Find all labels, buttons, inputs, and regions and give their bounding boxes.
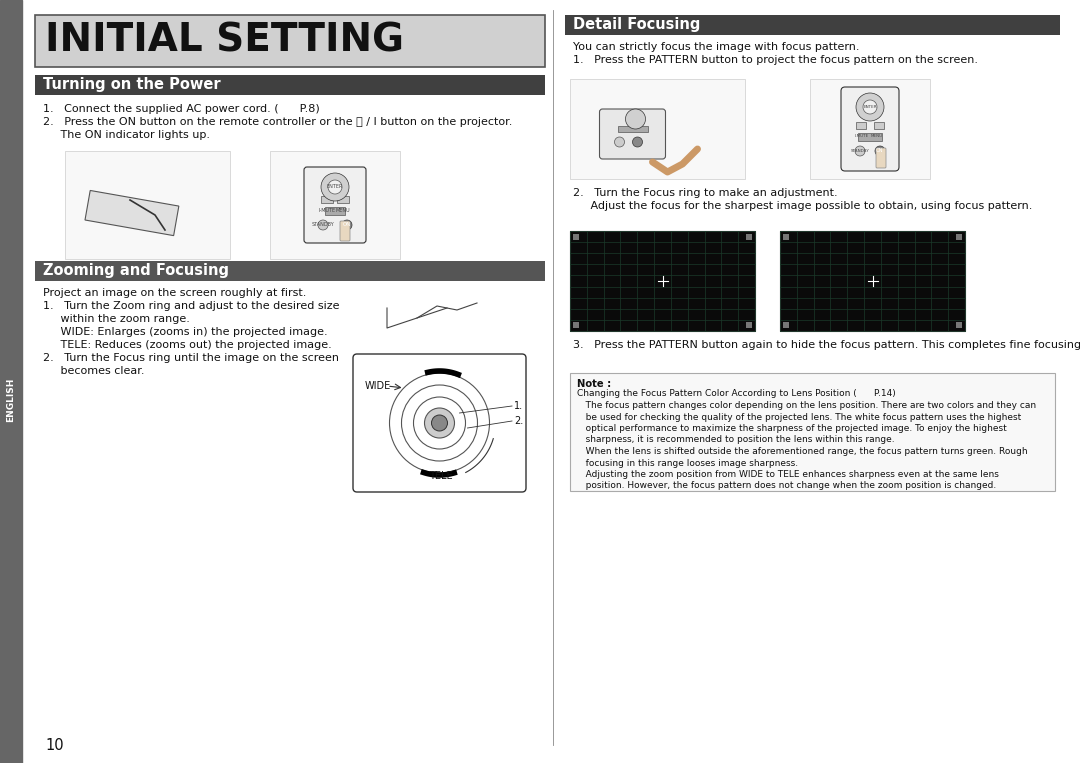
Text: I-MUTE: I-MUTE xyxy=(319,208,336,214)
Text: TELE: Reduces (zooms out) the projected image.: TELE: Reduces (zooms out) the projected … xyxy=(43,340,332,350)
Text: becomes clear.: becomes clear. xyxy=(43,366,145,376)
Text: The ON indicator lights up.: The ON indicator lights up. xyxy=(43,130,210,140)
Bar xyxy=(35,261,545,281)
Text: Adjusting the zoom position from WIDE to TELE enhances sharpness even at the sam: Adjusting the zoom position from WIDE to… xyxy=(577,470,999,479)
Bar xyxy=(858,133,882,141)
Text: 1.: 1. xyxy=(514,401,523,411)
Text: TELE: TELE xyxy=(430,471,454,481)
Text: sharpness, it is recommended to position the lens within this range.: sharpness, it is recommended to position… xyxy=(577,436,894,445)
Text: ENTER: ENTER xyxy=(863,105,877,109)
Bar xyxy=(810,79,930,179)
Text: Zooming and Focusing: Zooming and Focusing xyxy=(43,263,229,278)
Circle shape xyxy=(863,100,877,114)
Bar xyxy=(85,191,179,236)
Text: 1.   Connect the supplied AC power cord. (      P.8): 1. Connect the supplied AC power cord. (… xyxy=(43,104,320,114)
Bar xyxy=(325,207,345,215)
Bar xyxy=(783,234,789,240)
Bar xyxy=(746,322,752,328)
FancyBboxPatch shape xyxy=(353,354,526,492)
Text: Turning on the Power: Turning on the Power xyxy=(43,78,220,92)
Bar xyxy=(780,231,966,331)
Text: 2.: 2. xyxy=(514,416,523,426)
Text: When the lens is shifted outside the aforementioned range, the focus pattern tur: When the lens is shifted outside the afo… xyxy=(577,447,1028,456)
Bar xyxy=(573,234,579,240)
Bar xyxy=(570,231,755,331)
Bar xyxy=(618,126,648,132)
Text: Adjust the focus for the sharpest image possible to obtain, using focus pattern.: Adjust the focus for the sharpest image … xyxy=(573,201,1032,211)
Text: 2.   Press the ON button on the remote controller or the ⏻ / I button on the pro: 2. Press the ON button on the remote con… xyxy=(43,117,512,127)
Bar xyxy=(565,15,1059,35)
Circle shape xyxy=(432,415,447,431)
Text: 2.   Turn the Focus ring to make an adjustment.: 2. Turn the Focus ring to make an adjust… xyxy=(573,188,838,198)
Bar xyxy=(337,196,349,203)
Bar xyxy=(321,196,333,203)
Text: within the zoom range.: within the zoom range. xyxy=(43,314,190,324)
Bar xyxy=(573,322,579,328)
FancyBboxPatch shape xyxy=(841,87,899,171)
Circle shape xyxy=(318,220,328,230)
Text: Note :: Note : xyxy=(577,379,611,389)
Bar xyxy=(746,234,752,240)
Text: focusing in this range looses image sharpness.: focusing in this range looses image shar… xyxy=(577,459,798,468)
Text: ON: ON xyxy=(876,149,883,153)
Circle shape xyxy=(321,173,349,201)
Text: MENU: MENU xyxy=(336,208,350,214)
Text: STANDBY: STANDBY xyxy=(851,149,869,153)
Text: 2.   Turn the Focus ring until the image on the screen: 2. Turn the Focus ring until the image o… xyxy=(43,353,339,363)
Text: MENU: MENU xyxy=(870,134,883,138)
Text: 1.   Turn the Zoom ring and adjust to the desired size: 1. Turn the Zoom ring and adjust to the … xyxy=(43,301,339,311)
Text: The focus pattern changes color depending on the lens position. There are two co: The focus pattern changes color dependin… xyxy=(577,401,1036,410)
Circle shape xyxy=(424,408,455,438)
Bar xyxy=(35,75,545,95)
Bar xyxy=(570,373,1055,491)
Text: STANDBY: STANDBY xyxy=(312,223,335,227)
Circle shape xyxy=(855,146,865,156)
Text: Project an image on the screen roughly at first.: Project an image on the screen roughly a… xyxy=(43,288,307,298)
Text: 1.   Press the PATTERN button to project the focus pattern on the screen.: 1. Press the PATTERN button to project t… xyxy=(573,55,978,65)
Circle shape xyxy=(625,109,646,129)
Text: 10: 10 xyxy=(45,738,64,752)
Circle shape xyxy=(875,146,885,156)
FancyBboxPatch shape xyxy=(303,167,366,243)
Bar xyxy=(35,15,545,67)
Text: be used for checking the quality of the projected lens. The white focus pattern : be used for checking the quality of the … xyxy=(577,413,1022,421)
Text: You can strictly focus the image with focus pattern.: You can strictly focus the image with fo… xyxy=(573,42,860,52)
Circle shape xyxy=(615,137,624,147)
Bar xyxy=(783,322,789,328)
FancyBboxPatch shape xyxy=(599,109,665,159)
Text: ENGLISH: ENGLISH xyxy=(6,378,15,422)
FancyBboxPatch shape xyxy=(340,221,350,241)
Bar xyxy=(856,122,866,129)
Text: position. However, the focus pattern does not change when the zoom position is c: position. However, the focus pattern doe… xyxy=(577,481,996,491)
Circle shape xyxy=(328,180,342,194)
Bar xyxy=(874,122,885,129)
Bar xyxy=(0,0,22,763)
Text: I-MUTE: I-MUTE xyxy=(855,134,869,138)
FancyBboxPatch shape xyxy=(876,148,886,168)
Bar xyxy=(270,151,400,259)
Bar xyxy=(65,151,230,259)
Text: WIDE: WIDE xyxy=(365,381,391,391)
Text: WIDE: Enlarges (zooms in) the projected image.: WIDE: Enlarges (zooms in) the projected … xyxy=(43,327,327,337)
Text: Changing the Focus Pattern Color According to Lens Position (      P.14): Changing the Focus Pattern Color Accordi… xyxy=(577,389,895,398)
Bar xyxy=(956,322,962,328)
Bar xyxy=(570,79,745,179)
Circle shape xyxy=(342,220,352,230)
Text: ENTER: ENTER xyxy=(327,185,343,189)
Circle shape xyxy=(633,137,643,147)
Text: 3.   Press the PATTERN button again to hide the focus pattern. This completes fi: 3. Press the PATTERN button again to hid… xyxy=(573,340,1080,350)
Text: Detail Focusing: Detail Focusing xyxy=(573,18,700,33)
Text: optical performance to maximize the sharpness of the projected image. To enjoy t: optical performance to maximize the shar… xyxy=(577,424,1007,433)
Text: INITIAL SETTING: INITIAL SETTING xyxy=(45,22,404,60)
Circle shape xyxy=(856,93,885,121)
Bar xyxy=(956,234,962,240)
Text: ON: ON xyxy=(342,223,351,227)
